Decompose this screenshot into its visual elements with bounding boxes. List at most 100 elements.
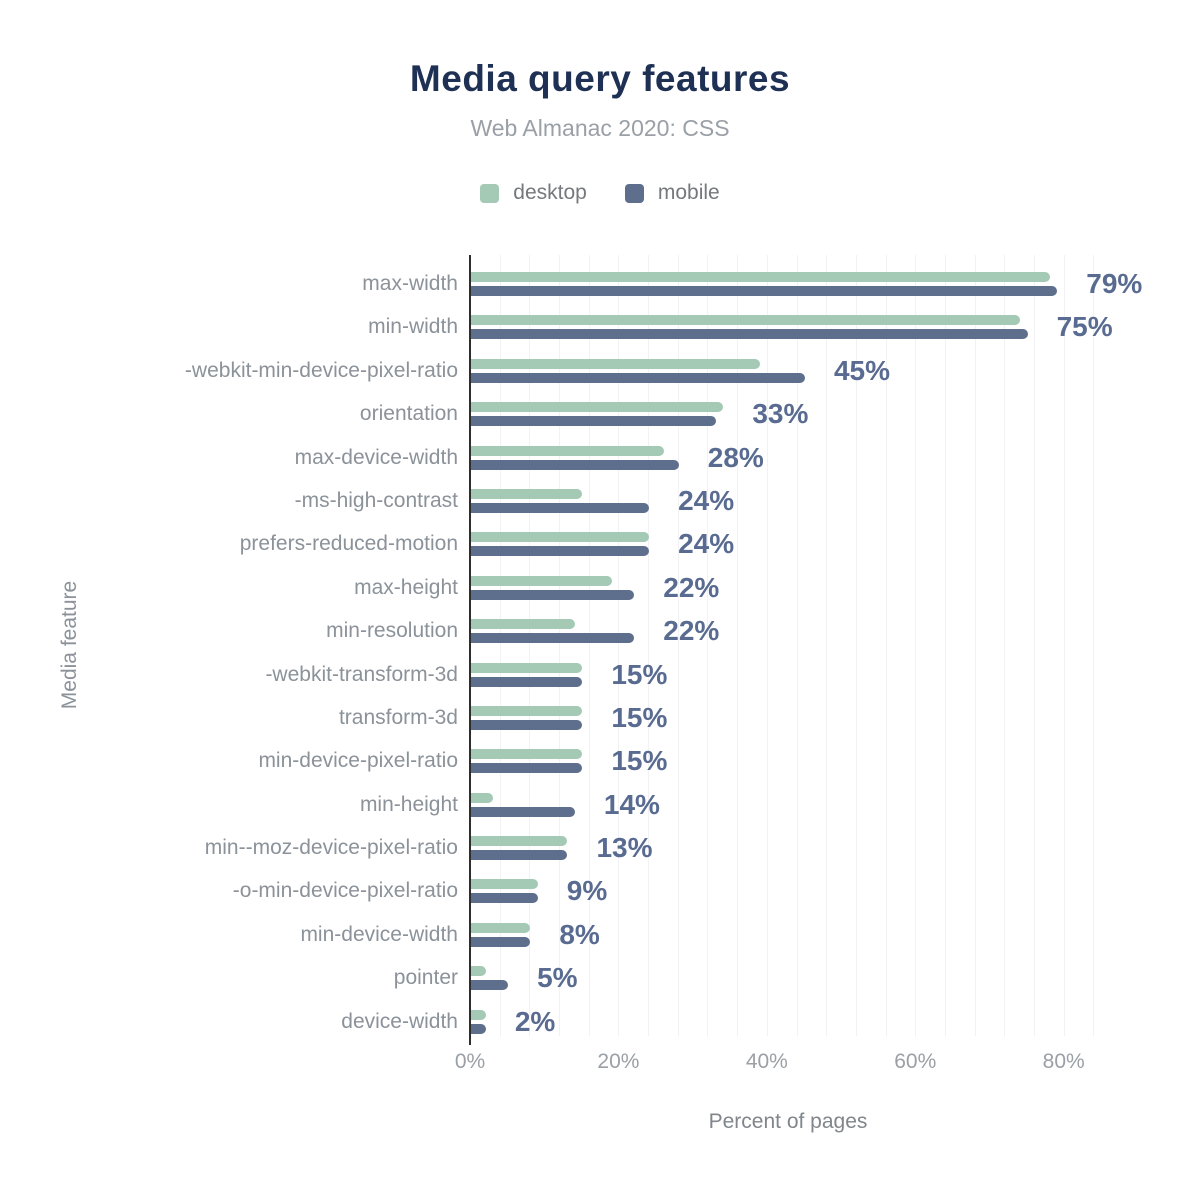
category-label: -webkit-transform-3d bbox=[265, 662, 458, 686]
desktop-bar bbox=[471, 488, 583, 499]
value-label: 79% bbox=[1086, 268, 1143, 299]
value-label: 15% bbox=[611, 701, 668, 733]
desktop-bar bbox=[471, 1009, 486, 1020]
y-axis-title: Media feature bbox=[58, 580, 81, 710]
gridline bbox=[944, 255, 946, 1036]
gridline bbox=[796, 255, 798, 1036]
legend: desktop mobile bbox=[0, 181, 1200, 205]
gridline bbox=[1063, 255, 1065, 1036]
legend-item-mobile: mobile bbox=[624, 181, 720, 205]
chart-subtitle: Web Almanac 2020: CSS bbox=[470, 115, 730, 141]
category-label: min-device-pixel-ratio bbox=[258, 749, 458, 773]
gridline bbox=[1034, 255, 1035, 1036]
value-label: 13% bbox=[596, 832, 653, 864]
desktop-bar bbox=[471, 272, 1050, 282]
category-label: orientation bbox=[359, 402, 458, 426]
mobile-bar bbox=[471, 546, 650, 557]
gridline bbox=[618, 255, 620, 1036]
legend-item-desktop: desktop bbox=[480, 181, 587, 205]
gridline bbox=[588, 255, 590, 1036]
gridline bbox=[1093, 255, 1095, 1036]
mobile-bar bbox=[471, 719, 583, 730]
gridline bbox=[855, 255, 857, 1036]
gridline bbox=[1004, 255, 1006, 1036]
x-tick-label: 40% bbox=[745, 1050, 788, 1073]
value-label: 28% bbox=[707, 441, 764, 473]
value-label: 22% bbox=[663, 571, 720, 603]
category-label: min-device-width bbox=[300, 922, 458, 946]
category-label: max-device-width bbox=[294, 445, 458, 469]
value-label: 15% bbox=[611, 745, 668, 777]
x-tick-label: 0% bbox=[454, 1050, 486, 1073]
desktop-bar bbox=[471, 532, 650, 543]
value-label: 5% bbox=[537, 962, 578, 994]
x-axis-title: Percent of pages bbox=[708, 1110, 868, 1133]
mobile-bar bbox=[471, 589, 635, 600]
desktop-bar bbox=[471, 749, 583, 760]
gridline bbox=[826, 255, 828, 1036]
mobile-bar bbox=[471, 286, 1058, 296]
desktop-bar bbox=[471, 922, 531, 933]
value-label: 9% bbox=[566, 875, 608, 907]
mobile-bar bbox=[471, 893, 538, 904]
desktop-bar bbox=[471, 358, 761, 369]
desktop-bar bbox=[471, 705, 583, 716]
category-label: max-width bbox=[362, 272, 458, 295]
mobile-bar bbox=[471, 850, 568, 861]
value-label: 24% bbox=[678, 484, 735, 516]
category-label: min-height bbox=[359, 792, 458, 816]
gridline bbox=[974, 255, 976, 1036]
gridline bbox=[529, 255, 531, 1036]
mobile-bar bbox=[471, 1023, 486, 1034]
desktop-bar bbox=[471, 966, 486, 977]
mobile-bar bbox=[471, 416, 716, 427]
category-label: min-resolution bbox=[326, 619, 458, 643]
category-label: transform-3d bbox=[338, 705, 458, 729]
category-label: pointer bbox=[393, 966, 458, 990]
legend-label-mobile: mobile bbox=[657, 181, 720, 204]
desktop-bar bbox=[471, 792, 494, 803]
value-label: 75% bbox=[1056, 311, 1113, 343]
desktop-bar bbox=[471, 662, 583, 673]
value-label: 2% bbox=[514, 1005, 556, 1037]
value-label: 45% bbox=[833, 354, 890, 386]
x-tick-label: 60% bbox=[894, 1050, 937, 1073]
category-label: -webkit-min-device-pixel-ratio bbox=[184, 358, 458, 382]
value-label: 8% bbox=[559, 918, 600, 950]
gridline bbox=[648, 255, 650, 1036]
gridline bbox=[737, 255, 739, 1036]
gridline bbox=[559, 255, 561, 1036]
mobile-bar bbox=[471, 936, 531, 947]
mobile-swatch-icon bbox=[624, 183, 644, 203]
gridline bbox=[677, 255, 679, 1036]
desktop-bar bbox=[471, 836, 568, 847]
mobile-bar bbox=[471, 329, 1028, 340]
desktop-bar bbox=[471, 879, 538, 890]
mobile-bar bbox=[471, 763, 583, 774]
plot-area: max-width 79% min-width 75% -webkit-min-devi… bbox=[0, 255, 1200, 1073]
mobile-bar bbox=[471, 459, 679, 470]
category-label: -o-min-device-pixel-ratio bbox=[232, 879, 458, 903]
gridline bbox=[499, 255, 501, 1036]
gridline bbox=[707, 255, 709, 1036]
gridline bbox=[915, 255, 917, 1036]
mobile-bar bbox=[471, 502, 650, 513]
value-label: 24% bbox=[678, 528, 735, 560]
chart-title: Media query features bbox=[409, 58, 791, 99]
x-tick-label: 20% bbox=[597, 1050, 640, 1073]
desktop-bar bbox=[471, 575, 612, 586]
desktop-bar bbox=[471, 402, 724, 413]
x-tick-label: 80% bbox=[1042, 1050, 1085, 1073]
category-label: max-height bbox=[354, 575, 458, 599]
mobile-bar bbox=[471, 806, 575, 817]
gridline bbox=[766, 255, 768, 1036]
mobile-bar bbox=[471, 372, 805, 383]
desktop-swatch-icon bbox=[480, 183, 500, 203]
value-label: 15% bbox=[611, 658, 668, 690]
mobile-bar bbox=[471, 676, 583, 687]
desktop-bar bbox=[471, 315, 1021, 326]
mobile-bar bbox=[471, 980, 509, 991]
value-label: 22% bbox=[663, 615, 720, 647]
category-label: prefers-reduced-motion bbox=[239, 532, 458, 556]
